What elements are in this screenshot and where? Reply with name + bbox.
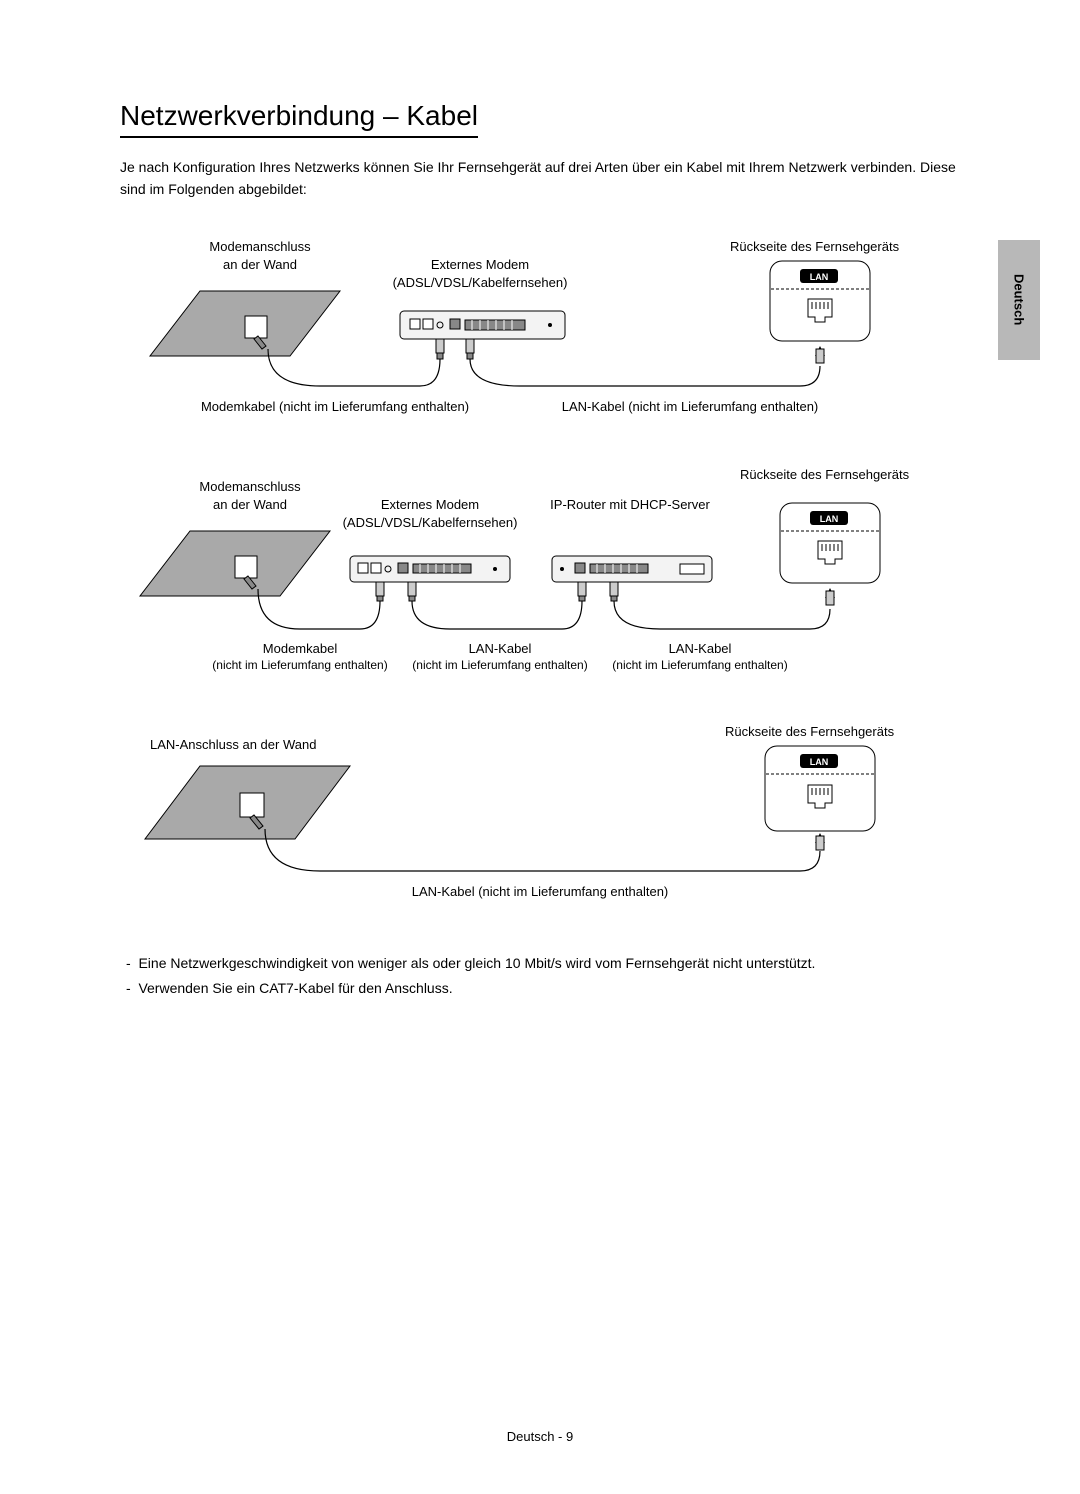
d3-tv-connector-icon xyxy=(815,833,825,850)
d1-cable-1 xyxy=(268,349,440,386)
d1-cable-left-label: Modemkabel (nicht im Lieferumfang enthal… xyxy=(201,399,469,414)
d2-c2-l1: LAN-Kabel xyxy=(469,641,532,656)
d3-tv-label: Rückseite des Fernsehgeräts xyxy=(725,724,895,739)
d2-tv-panel-icon: LAN xyxy=(780,503,880,583)
d1-cable-right-label: LAN-Kabel (nicht im Lieferumfang enthalt… xyxy=(562,399,819,414)
d2-router-icon xyxy=(552,556,712,582)
d2-cable-3 xyxy=(614,601,830,629)
d2-c2-l2: (nicht im Lieferumfang enthalten) xyxy=(412,658,587,672)
d2-tv-label: Rückseite des Fernsehgeräts xyxy=(740,467,910,482)
d1-tv-panel-icon: LAN xyxy=(770,261,870,341)
d3-cable-label: LAN-Kabel (nicht im Lieferumfang enthalt… xyxy=(412,884,669,899)
diagram-1: Modemanschluss an der Wand Externes Mode… xyxy=(120,231,970,421)
d2-modem-label-l2: (ADSL/VDSL/Kabelfernsehen) xyxy=(343,515,518,530)
d2-modem-conn-left-icon xyxy=(376,582,384,601)
d1-tv-label: Rückseite des Fernsehgeräts xyxy=(730,239,900,254)
d1-wall-label-l1: Modemanschluss xyxy=(209,239,311,254)
d2-router-conn-right-icon xyxy=(610,582,618,601)
d2-c1-l1: Modemkabel xyxy=(263,641,338,656)
d3-wall-label: LAN-Anschluss an der Wand xyxy=(150,737,316,752)
d2-c3-l2: (nicht im Lieferumfang enthalten) xyxy=(612,658,787,672)
d1-modem-label-l1: Externes Modem xyxy=(431,257,529,272)
d2-wall-label-l2: an der Wand xyxy=(213,497,287,512)
d2-modem-icon xyxy=(350,556,510,582)
d1-lan-badge: LAN xyxy=(810,272,829,282)
note-1: - Eine Netzwerkgeschwindigkeit von wenig… xyxy=(120,951,970,976)
d2-tv-connector-icon xyxy=(825,588,835,605)
d1-modem-icon xyxy=(400,311,565,339)
d1-wall-label-l2: an der Wand xyxy=(223,257,297,272)
d2-router-conn-left-icon xyxy=(578,582,586,601)
d2-wall-socket-icon xyxy=(140,531,330,596)
d2-modem-conn-right-icon xyxy=(408,582,416,601)
intro-paragraph: Je nach Konfiguration Ihres Netzwerks kö… xyxy=(120,156,970,201)
d1-modem-label-l2: (ADSL/VDSL/Kabelfernsehen) xyxy=(393,275,568,290)
diagram-2: Modemanschluss an der Wand Externes Mode… xyxy=(120,461,970,681)
note-2-text: Verwenden Sie ein CAT7-Kabel für den Ans… xyxy=(138,980,452,996)
d3-lan-badge: LAN xyxy=(810,757,829,767)
d3-tv-panel-icon: LAN xyxy=(765,746,875,831)
d1-connector-left-icon xyxy=(436,339,444,359)
d2-lan-badge: LAN xyxy=(820,514,839,524)
d1-connector-right-icon xyxy=(466,339,474,359)
page-title: Netzwerkverbindung – Kabel xyxy=(120,100,478,138)
diagram-3: LAN-Anschluss an der Wand Rückseite des … xyxy=(120,721,970,911)
d3-wall-socket-icon xyxy=(145,766,350,839)
d2-modem-label-l1: Externes Modem xyxy=(381,497,479,512)
notes-block: - Eine Netzwerkgeschwindigkeit von wenig… xyxy=(120,951,970,1001)
d1-cable-2 xyxy=(470,359,820,386)
d1-tv-connector-icon xyxy=(815,346,825,363)
d2-c3-l1: LAN-Kabel xyxy=(669,641,732,656)
page-footer: Deutsch - 9 xyxy=(0,1429,1080,1444)
note-1-text: Eine Netzwerkgeschwindigkeit von weniger… xyxy=(138,955,815,971)
d2-cable-2 xyxy=(412,601,582,629)
d3-cable xyxy=(265,829,820,871)
language-tab: Deutsch xyxy=(998,240,1040,360)
language-tab-text: Deutsch xyxy=(1012,274,1027,325)
d2-wall-label-l1: Modemanschluss xyxy=(199,479,301,494)
d2-c1-l2: (nicht im Lieferumfang enthalten) xyxy=(212,658,387,672)
d2-router-label: IP-Router mit DHCP-Server xyxy=(550,497,710,512)
note-2: - Verwenden Sie ein CAT7-Kabel für den A… xyxy=(120,976,970,1001)
d1-wall-socket-icon xyxy=(150,291,340,356)
